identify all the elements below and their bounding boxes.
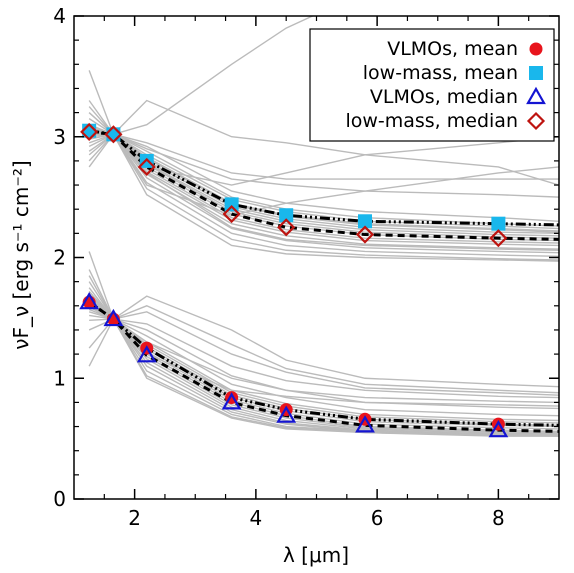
legend-label: VLMOs, median bbox=[370, 86, 518, 108]
y-tick-label: 1 bbox=[53, 366, 66, 390]
marker-triangle-5 bbox=[355, 415, 375, 433]
vlmo-source-line-0 bbox=[88, 251, 559, 388]
marker-diamond-5 bbox=[355, 225, 375, 244]
marker-square-4 bbox=[279, 208, 294, 223]
y-tick-label: 2 bbox=[53, 246, 66, 270]
legend-label: low-mass, median bbox=[345, 110, 518, 132]
marker-triangle-6 bbox=[488, 419, 509, 438]
marker-diamond-1 bbox=[104, 125, 123, 144]
marker-diamond-4 bbox=[277, 218, 296, 237]
marker-square-5 bbox=[358, 214, 372, 229]
x-tick-label: 4 bbox=[250, 506, 263, 530]
marker-triangle-4 bbox=[276, 405, 297, 423]
low-mass-source-line-17 bbox=[88, 133, 559, 262]
x-tick-label: 2 bbox=[128, 506, 141, 530]
marker-square-1 bbox=[106, 127, 121, 142]
low-mass-source-line-14 bbox=[89, 133, 559, 254]
x-tick-label: 8 bbox=[492, 506, 505, 530]
y-axis-label: νF_ν [erg s⁻¹ cm⁻²] bbox=[9, 160, 33, 349]
legend-label: VLMOs, mean bbox=[387, 38, 518, 60]
x-tick-label: 6 bbox=[371, 506, 384, 530]
marker-square-3 bbox=[224, 197, 239, 212]
marker-triangle-2 bbox=[136, 345, 157, 363]
marker-triangle-0 bbox=[79, 291, 100, 310]
y-tick-label: 0 bbox=[53, 487, 66, 511]
marker-diamond-6 bbox=[489, 229, 508, 248]
marker-square-6 bbox=[491, 216, 506, 231]
legend-marker-circle bbox=[529, 42, 543, 56]
low-mass-source-line-19 bbox=[88, 133, 559, 216]
average-lines bbox=[88, 129, 560, 433]
marker-diamond-2 bbox=[137, 157, 156, 176]
series-line-1 bbox=[88, 129, 560, 227]
axes: 2 4 6 8 0 1 2 3 4 bbox=[53, 4, 560, 530]
vlmo-source-line-16 bbox=[88, 318, 559, 437]
x-axis-label: λ [μm] bbox=[283, 543, 349, 567]
vlmo-source-line-14 bbox=[89, 314, 559, 436]
legend-marker-diamond bbox=[526, 111, 546, 131]
marker-diamond-0 bbox=[80, 122, 99, 141]
y-tick-label: 3 bbox=[53, 125, 66, 149]
data-markers bbox=[79, 122, 509, 438]
vlmo-source-line-20 bbox=[88, 275, 559, 407]
legend-box bbox=[309, 28, 555, 142]
series-line-3 bbox=[89, 130, 560, 241]
legend-marker-triangle bbox=[526, 86, 546, 105]
marker-triangle-1 bbox=[103, 308, 124, 327]
legend-marker-square bbox=[529, 66, 543, 80]
marker-diamond-3 bbox=[222, 204, 241, 224]
legend-label: low-mass, mean bbox=[363, 62, 518, 84]
individual-source-lines bbox=[88, 16, 559, 437]
marker-triangle-3 bbox=[221, 392, 242, 410]
y-tick-label: 4 bbox=[53, 4, 66, 28]
